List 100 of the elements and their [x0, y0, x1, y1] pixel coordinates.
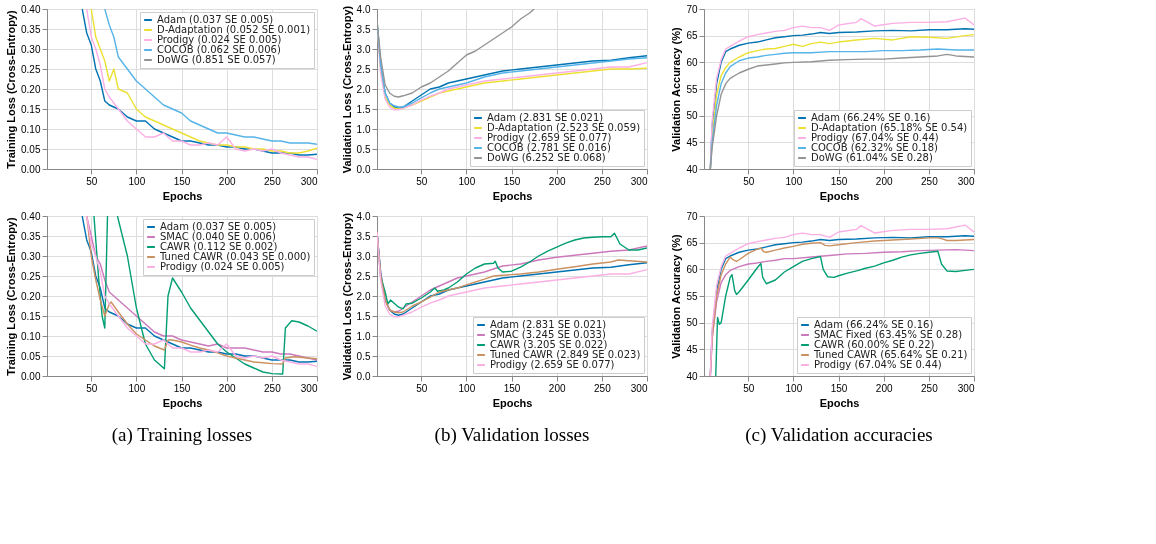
legend-label: Adam (66.24% SE 0.16)	[811, 112, 931, 123]
legend-label: CAWR (60.00% SE 0.22)	[814, 339, 935, 350]
y-tick-label: 0.15	[21, 103, 41, 115]
legend-label: Adam (2.831 SE 0.021)	[490, 319, 607, 330]
y-tick-label: 4.0	[356, 3, 371, 15]
x-tick-label: 200	[218, 382, 236, 394]
y-tick-label: 0.40	[21, 210, 41, 222]
x-tick-label: 300	[300, 382, 318, 394]
legend-label: Prodigy (0.024 SE 0.005)	[160, 261, 285, 272]
legend-label: COCOB (62.32% SE 0.18)	[811, 142, 939, 153]
y-tick-label: 70	[686, 3, 698, 15]
x-tick-label: 300	[630, 175, 648, 187]
y-tick-label: 0.5	[356, 143, 371, 155]
x-tick-label: 250	[264, 382, 282, 394]
x-tick-label: 300	[957, 175, 975, 187]
x-tick-label: 200	[875, 175, 893, 187]
y-tick-label: 55	[686, 83, 698, 95]
x-tick-label: 150	[830, 175, 848, 187]
legend-label: CAWR (3.205 SE 0.022)	[490, 339, 608, 350]
text: (c) Validation accuracies	[745, 424, 933, 446]
x-axis-title: Epochs	[492, 189, 533, 202]
legend-label: SMAC Fixed (63.45% SE 0.28)	[814, 329, 963, 340]
y-tick-label: 0.40	[21, 3, 41, 15]
y-axis-title: Validation Accuracy (%)	[670, 27, 683, 152]
x-tick-label: 300	[957, 382, 975, 394]
y-tick-label: 1.5	[356, 310, 371, 322]
legend-label: SMAC (0.040 SE 0.006)	[160, 231, 276, 242]
x-tick-label: 250	[594, 382, 612, 394]
x-tick-label: 150	[173, 175, 191, 187]
y-tick-label: 0.00	[21, 163, 41, 175]
y-tick-label: 0.0	[356, 370, 371, 382]
y-tick-label: 40	[686, 163, 698, 175]
y-tick-label: 0.25	[21, 63, 41, 75]
y-tick-label: 0.10	[21, 330, 41, 342]
y-axis-title: Validation Accuracy (%)	[670, 234, 683, 359]
y-tick-label: 0.30	[21, 43, 41, 55]
legend-label: DoWG (6.252 SE 0.068)	[487, 152, 606, 163]
y-axis-title: Training Loss (Cross-Entropy)	[5, 10, 18, 169]
y-tick-label: 2.5	[356, 270, 371, 282]
x-tick-label: 150	[503, 175, 521, 187]
x-tick-label: 50	[416, 175, 428, 187]
x-axis-title: Epochs	[162, 189, 203, 202]
legend-label: Prodigy (67.04% SE 0.44)	[811, 132, 939, 143]
x-tick-label: 150	[503, 382, 521, 394]
y-tick-label: 4.0	[356, 210, 371, 222]
y-tick-label: 50	[686, 110, 698, 122]
y-tick-label: 45	[686, 136, 698, 148]
legend-label: D-Adaptation (65.18% SE 0.54)	[811, 122, 968, 133]
x-axis-title: Epochs	[492, 396, 533, 409]
legend-label: COCOB (0.062 SE 0.006)	[157, 44, 281, 55]
x-tick-label: 250	[264, 175, 282, 187]
y-tick-label: 2.0	[356, 83, 371, 95]
y-axis-title: Validation Loss (Cross-Entropy)	[340, 5, 353, 174]
legend-label: SMAC (3.245 SE 0.033)	[490, 329, 606, 340]
y-tick-label: 55	[686, 290, 698, 302]
legend-label: Prodigy (2.659 SE 0.077)	[487, 132, 612, 143]
y-tick-label: 1.0	[356, 123, 371, 135]
text: (b) Validation losses	[434, 424, 590, 446]
legend-label: CAWR (0.112 SE 0.002)	[160, 241, 278, 252]
y-tick-label: 0.30	[21, 250, 41, 262]
legend-label: DoWG (0.851 SE 0.057)	[157, 54, 276, 65]
legend-label: D-Adaptation (2.523 SE 0.059)	[487, 122, 641, 133]
y-tick-label: 0.35	[21, 23, 41, 35]
y-tick-label: 0.20	[21, 83, 41, 95]
legend-label: Adam (0.037 SE 0.005)	[160, 221, 277, 232]
y-tick-label: 70	[686, 210, 698, 222]
x-tick-label: 250	[594, 175, 612, 187]
legend-label: DoWG (61.04% SE 0.28)	[811, 152, 933, 163]
x-tick-label: 50	[86, 382, 98, 394]
y-tick-label: 60	[686, 263, 698, 275]
y-tick-label: 65	[686, 237, 698, 249]
y-axis-title: Validation Loss (Cross-Entropy)	[340, 212, 353, 381]
y-tick-label: 0.5	[356, 350, 371, 362]
legend-label: Tuned CAWR (0.043 SE 0.000)	[159, 251, 311, 262]
x-tick-label: 150	[173, 382, 191, 394]
y-tick-label: 3.0	[356, 250, 371, 262]
y-tick-label: 0.0	[356, 163, 371, 175]
y-tick-label: 0.15	[21, 310, 41, 322]
y-tick-label: 0.20	[21, 290, 41, 302]
x-tick-label: 300	[300, 175, 318, 187]
y-tick-label: 65	[686, 30, 698, 42]
y-tick-label: 3.5	[356, 23, 371, 35]
x-tick-label: 100	[785, 175, 803, 187]
y-tick-label: 0.10	[21, 123, 41, 135]
legend-label: COCOB (2.781 SE 0.016)	[487, 142, 611, 153]
y-axis-title: Training Loss (Cross-Entropy)	[5, 217, 18, 376]
text: (a) Training losses	[111, 424, 253, 446]
x-tick-label: 200	[875, 382, 893, 394]
x-tick-label: 50	[86, 175, 98, 187]
x-tick-label: 250	[921, 175, 939, 187]
y-tick-label: 60	[686, 56, 698, 68]
x-tick-label: 100	[128, 382, 146, 394]
x-tick-label: 50	[416, 382, 428, 394]
y-tick-label: 40	[686, 370, 698, 382]
y-tick-label: 2.5	[356, 63, 371, 75]
y-tick-label: 45	[686, 343, 698, 355]
x-tick-label: 100	[128, 175, 146, 187]
y-tick-label: 0.35	[21, 230, 41, 242]
legend-label: Tuned CAWR (65.64% SE 0.21)	[813, 349, 968, 360]
x-tick-label: 250	[921, 382, 939, 394]
